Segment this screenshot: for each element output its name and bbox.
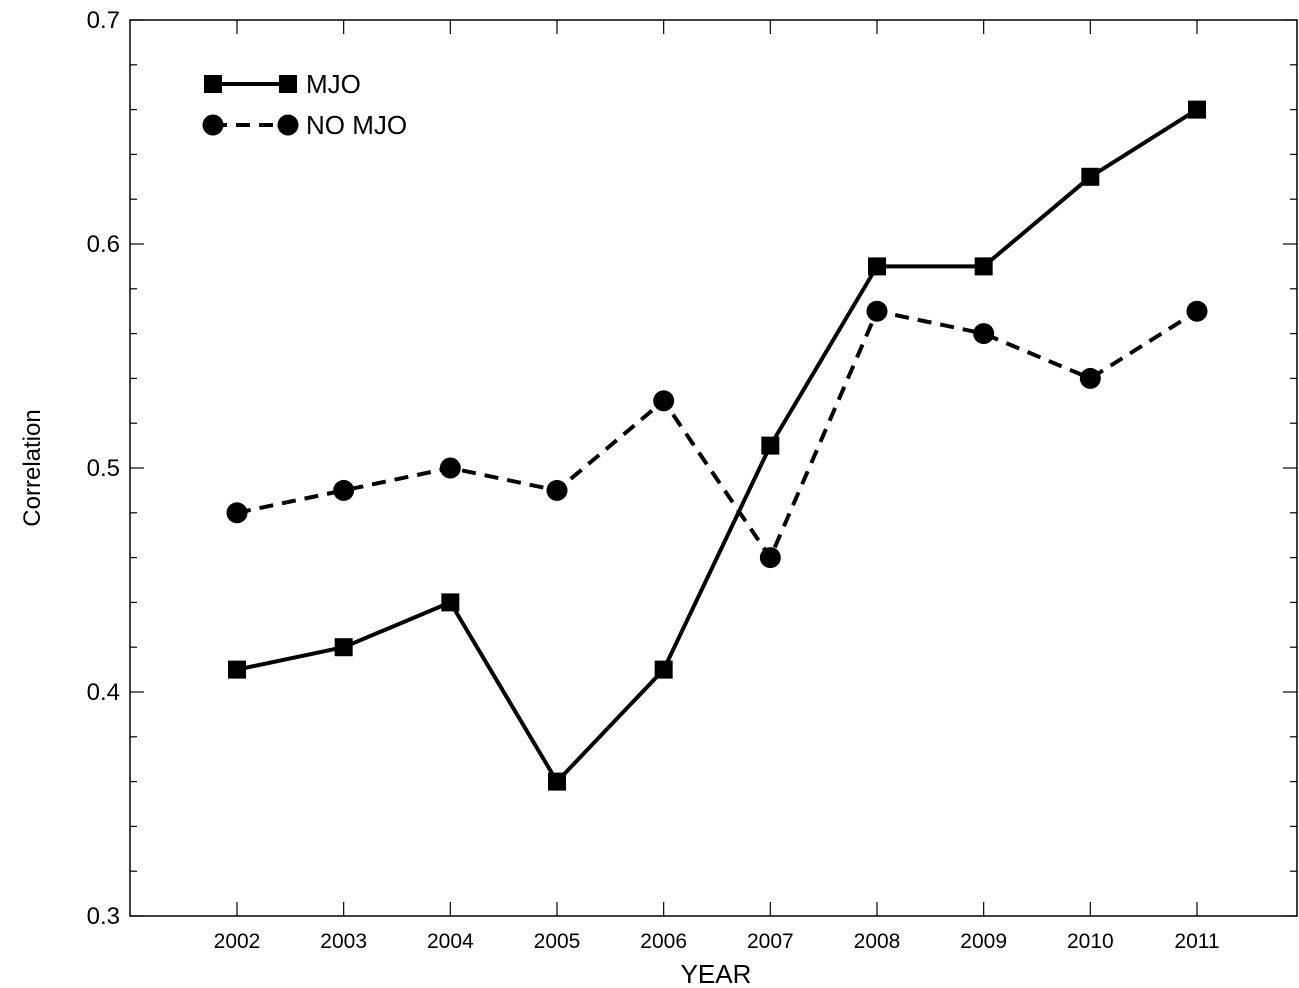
data-point-square [228,660,246,679]
data-point-square [974,257,993,276]
y-axis: 0.3 0.4 0.5 0.6 0.7 [87,7,1297,930]
y-axis-title: Correlation [19,409,46,526]
data-point-circle [546,479,568,501]
data-point-square [761,436,780,455]
x-tick-label: 2008 [854,930,901,953]
data-point-square [334,638,353,657]
x-tick-label: 2007 [747,930,794,953]
legend-label: NO MJO [306,110,407,140]
y-tick-label: 0.6 [87,231,120,258]
data-point-circle [973,323,995,345]
x-tick-label: 2009 [960,930,1007,953]
data-point-circle [439,457,461,479]
x-tick-label: 2010 [1067,930,1114,953]
data-point-circle [1186,300,1208,322]
data-point-circle [653,390,675,412]
series-layer [226,100,1208,791]
data-point-square [441,593,460,612]
data-point-circle [1079,367,1101,389]
x-tick-label: 2004 [427,930,474,953]
series-line-no-mjo [236,309,1199,560]
data-point-square [1188,100,1206,119]
data-point-square [868,257,886,276]
legend-label: MJO [306,69,361,99]
data-point-square [654,660,673,679]
y-tick-label: 0.7 [87,7,120,34]
legend-marker-circle [277,114,299,136]
y-tick-label: 0.5 [87,455,120,482]
data-point-square [548,772,566,791]
x-tick-label: 2011 [1174,930,1219,953]
y-tick-label: 0.4 [87,679,120,706]
legend-marker-square [279,75,297,93]
x-tick-label: 2005 [534,930,581,953]
series-line-mjo [236,107,1199,784]
x-axis: 2002 2003 2004 2005 2006 2007 2008 2009 2010 2011 [214,20,1220,953]
plot-frame [129,19,1298,917]
data-point-square [1081,167,1100,186]
data-point-circle [759,547,781,569]
x-tick-label: 2002 [214,930,261,953]
y-tick-label: 0.3 [87,903,120,930]
x-tick-label: 2003 [320,930,367,953]
legend-marker-square [204,75,222,93]
x-axis-title: YEAR [681,959,752,988]
data-point-circle [226,502,248,524]
legend-marker-circle [202,114,224,136]
x-tick-label: 2006 [640,930,687,953]
data-point-circle [333,479,355,501]
legend: MJO NO MJO [202,69,407,140]
data-point-circle [866,300,888,322]
